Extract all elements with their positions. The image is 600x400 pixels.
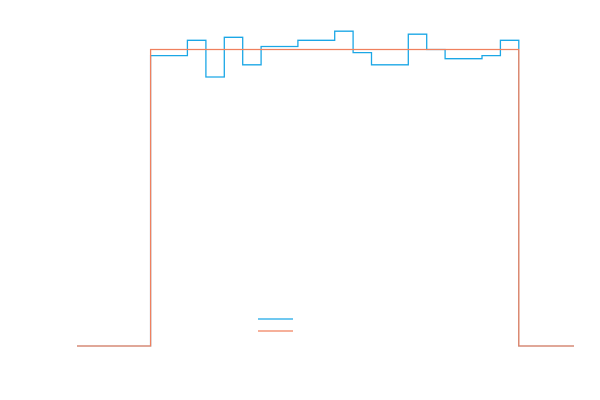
series-line-2 [77,48,574,347]
series-line-1 [77,30,574,347]
series-layer [77,30,574,347]
legend [258,318,293,332]
